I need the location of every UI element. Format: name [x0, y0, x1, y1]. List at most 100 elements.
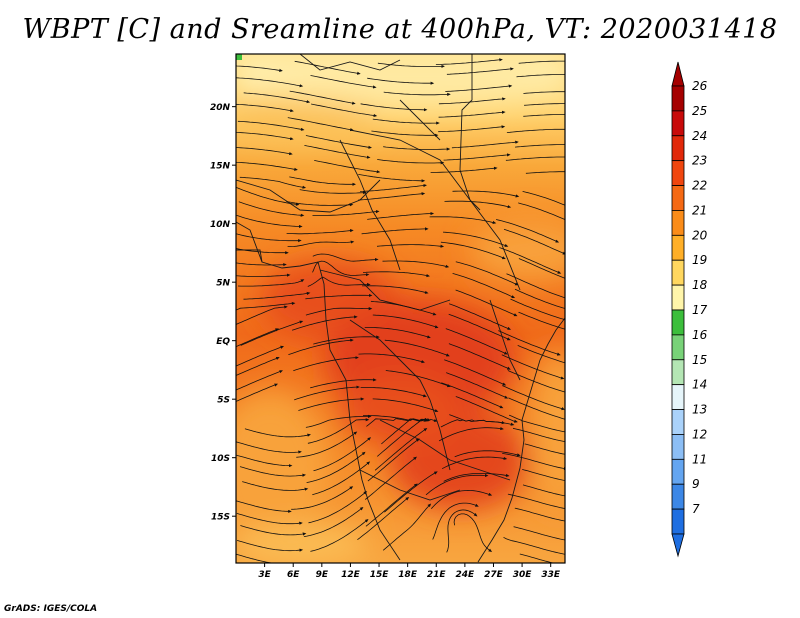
- streamline: [305, 414, 372, 428]
- streamline: [429, 216, 497, 225]
- lon-label: 9E: [316, 570, 329, 580]
- streamline: [236, 356, 280, 376]
- streamline: [298, 397, 365, 411]
- streamline: [430, 166, 498, 173]
- streamline: [242, 481, 309, 491]
- colorbar-bin: [671, 483, 685, 510]
- streamline: [431, 489, 493, 509]
- streamline: [286, 201, 354, 207]
- streamline: [238, 201, 305, 217]
- streamline: [361, 285, 429, 294]
- streamline: [448, 313, 511, 341]
- lon-label: 15E: [370, 570, 390, 580]
- streamline: [443, 153, 511, 161]
- streamline: [507, 493, 565, 509]
- streamline: [453, 513, 493, 552]
- streamline: [286, 229, 354, 235]
- streamline: [444, 359, 507, 386]
- streamline: [236, 248, 289, 255]
- streamline: [294, 60, 361, 75]
- streamline: [239, 176, 307, 189]
- colorbar-top-cap: [671, 61, 685, 87]
- streamline: [305, 135, 372, 149]
- streamline: [236, 103, 294, 113]
- colorbar-label: 14: [692, 378, 707, 392]
- streamline: [236, 131, 294, 141]
- streamline: [287, 117, 354, 132]
- lon-label: 33E: [541, 570, 561, 580]
- streamline: [240, 320, 304, 346]
- streamline: [374, 428, 428, 471]
- streamline: [445, 328, 508, 355]
- grads-credit: GrADS: IGES/COLA: [4, 604, 98, 614]
- streamline: [506, 273, 565, 300]
- streamline: [382, 260, 450, 268]
- colorbar-label: 20: [692, 228, 708, 242]
- colorbar-bin: [671, 160, 685, 186]
- lat-label: 15S: [211, 513, 230, 523]
- streamline: [362, 271, 430, 278]
- streamline: [314, 160, 381, 174]
- colorbar: 26 25 24 23 22 21 20 19 18 17 16 15 14 13 12 11 9 7: [671, 61, 708, 558]
- streamline: [446, 372, 509, 399]
- streamline: [237, 120, 305, 131]
- streamline: [498, 330, 561, 356]
- streamline: [293, 356, 359, 372]
- streamline: [294, 385, 360, 401]
- streamline: [384, 339, 450, 357]
- colorbar-bin: [671, 384, 685, 410]
- streamline: [357, 496, 410, 541]
- streamline: [236, 513, 303, 525]
- colorbar-label: 7: [692, 502, 700, 516]
- colorbar-bin: [671, 334, 685, 361]
- colorbar-label: 17: [692, 303, 708, 317]
- streamline: [445, 84, 513, 92]
- streamline: [312, 210, 380, 216]
- streamline: [239, 466, 306, 477]
- lat-label: EQ: [216, 337, 230, 347]
- lat-label: 5S: [217, 396, 230, 406]
- streamline: [236, 345, 285, 367]
- streamline: [525, 171, 565, 174]
- streamline: [287, 240, 355, 247]
- streamline: [425, 473, 489, 496]
- streamline: [499, 247, 562, 274]
- colorbar-label: 26: [692, 79, 708, 93]
- streamline: [455, 289, 518, 317]
- wbpt-field-shading: [236, 54, 565, 563]
- lon-label: 18E: [398, 570, 418, 580]
- streamline: [506, 128, 565, 133]
- streamline: [377, 159, 445, 165]
- streamline: [358, 353, 425, 364]
- streamline: [384, 471, 438, 513]
- streamline: [452, 273, 516, 299]
- streamline: [305, 293, 373, 300]
- streamline: [310, 378, 377, 389]
- streamline: [432, 502, 479, 540]
- streamline: [367, 438, 420, 482]
- streamline: [310, 519, 369, 552]
- map-plot-area: [236, 54, 565, 563]
- streamline: [370, 300, 437, 316]
- streamline: [383, 146, 451, 151]
- streamline: [518, 202, 565, 221]
- colorbar-label: 18: [692, 278, 708, 292]
- streamline: [514, 288, 565, 309]
- streamline: [236, 500, 292, 513]
- streamline: [307, 276, 371, 287]
- streamline: [441, 456, 508, 470]
- colorbar-bin: [671, 434, 685, 460]
- streamline: [291, 315, 358, 331]
- streamline: [383, 91, 451, 96]
- colorbar-label: 16: [692, 328, 708, 342]
- streamline: [508, 414, 565, 433]
- streamline: [288, 338, 354, 355]
- streamline: [236, 147, 293, 156]
- streamline: [367, 77, 435, 85]
- streamline: [307, 418, 370, 444]
- streamline: [523, 114, 565, 117]
- streamline: [371, 130, 439, 137]
- streamline: [438, 125, 506, 133]
- colorbar-label: 21: [692, 203, 707, 217]
- colorbar-bin: [671, 458, 685, 485]
